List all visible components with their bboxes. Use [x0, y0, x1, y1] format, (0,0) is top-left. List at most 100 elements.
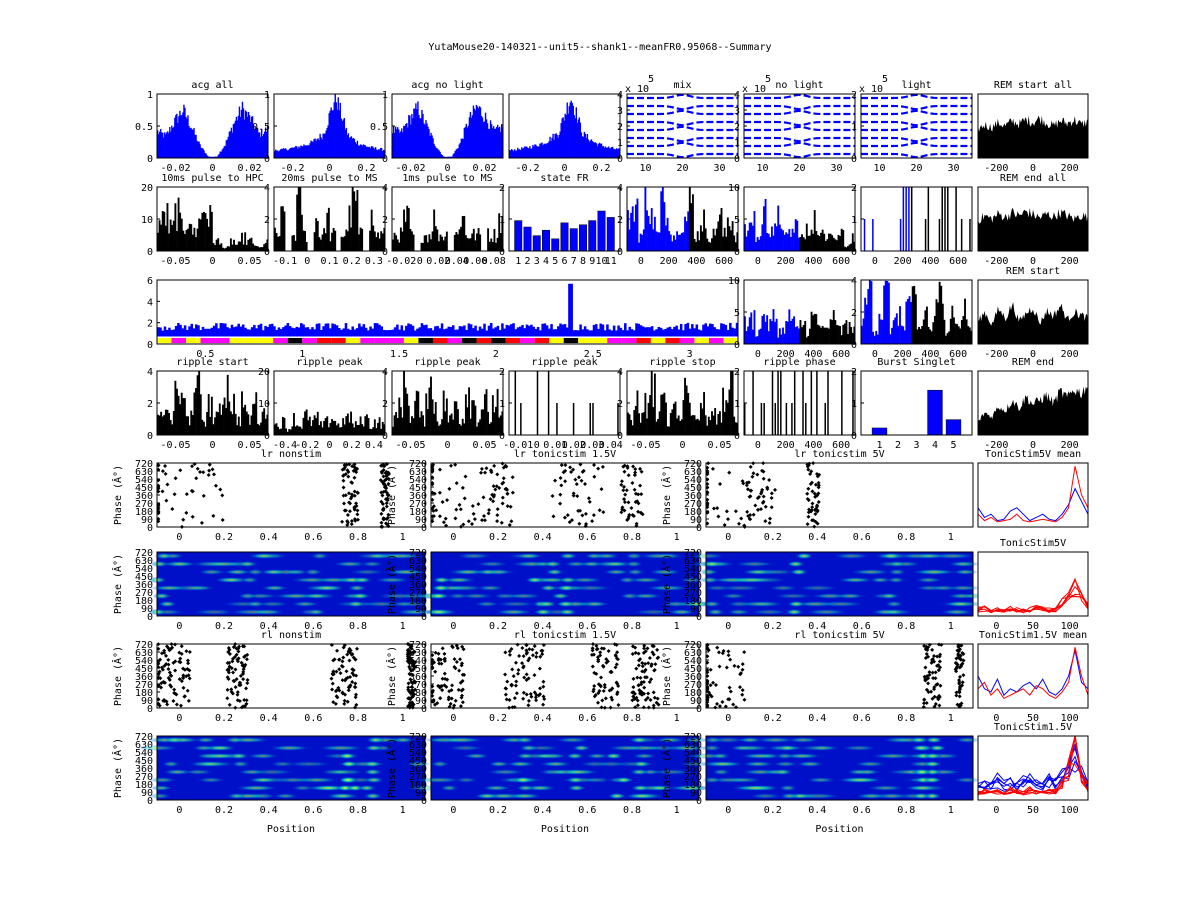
heatmap-blob: [506, 553, 546, 559]
x-tick-label: 200: [1061, 256, 1079, 267]
bar: [196, 140, 198, 158]
bar: [608, 147, 611, 158]
scatter-point: [649, 677, 654, 682]
bar: [433, 143, 435, 158]
scatter-point: [354, 673, 359, 678]
bar: [204, 213, 207, 251]
line-series-red: [977, 466, 1089, 523]
scatter-point: [213, 483, 218, 488]
axes-title: lr tonicstim 5V: [794, 449, 884, 460]
bar: [431, 231, 434, 251]
bar: [520, 403, 522, 435]
bar: [358, 323, 361, 337]
x-tick-label: 0.4: [534, 713, 552, 724]
scatter-point: [170, 507, 175, 512]
heatmap-blob: [268, 745, 311, 751]
scatter-point: [354, 501, 359, 506]
scatter-point: [598, 653, 603, 658]
bar: [454, 151, 456, 158]
scatter-point: [937, 694, 942, 699]
scatter-point: [162, 698, 167, 703]
scatter-point: [630, 513, 635, 518]
scatter-point: [717, 664, 722, 669]
bar: [964, 298, 966, 344]
bar: [725, 400, 728, 435]
scatter-point: [538, 692, 543, 697]
x-tick-label: 0.2: [489, 805, 507, 816]
bar: [873, 335, 876, 344]
state-strip: [244, 337, 259, 344]
bar: [561, 324, 564, 337]
bar: [444, 156, 446, 158]
scatter-point: [470, 503, 475, 508]
scatter-point: [385, 522, 390, 527]
bar: [256, 127, 259, 158]
scatter-point: [497, 485, 502, 490]
scatter-point: [218, 487, 223, 492]
scatter-point: [184, 492, 189, 497]
bar: [345, 229, 348, 251]
bar: [239, 426, 242, 435]
bar: [730, 371, 732, 435]
bar: [530, 324, 533, 337]
bar: [554, 329, 558, 337]
heatmap-blob: [556, 584, 576, 592]
bar: [823, 327, 826, 344]
bar: [668, 426, 671, 435]
scatter-point: [163, 464, 168, 469]
x-tick-label: 600: [832, 349, 850, 360]
x-tick-label: 200: [777, 349, 795, 360]
bar: [319, 421, 322, 435]
scatter-point: [187, 649, 192, 654]
bar: [239, 241, 242, 251]
bar: [630, 329, 634, 337]
chart-lr-tonic-5v: lr tonicstim 5V0901802703604505406307200…: [660, 449, 974, 543]
heatmap-blob: [205, 745, 237, 751]
heatmap-blob: [503, 593, 543, 599]
state-strip: [200, 337, 216, 344]
x-tick-label: 1: [674, 532, 680, 543]
bar: [682, 232, 685, 251]
scatter-point: [583, 511, 588, 516]
scatter-point: [924, 652, 929, 657]
bar: [499, 415, 502, 435]
bar: [780, 334, 783, 344]
scatter-point: [929, 689, 934, 694]
state-strip: [534, 337, 550, 344]
bar: [481, 117, 484, 158]
bar: [690, 415, 693, 435]
bar: [695, 419, 698, 435]
bar: [770, 226, 773, 251]
bar: [412, 234, 415, 251]
bar: [168, 233, 170, 251]
heatmap-blob: [196, 761, 227, 767]
scatter-point: [352, 493, 357, 498]
bar: [218, 403, 221, 435]
heatmap-blob: [551, 592, 570, 600]
bar: [333, 324, 337, 337]
bar: [761, 315, 764, 344]
bar: [655, 421, 658, 435]
scatter-point: [622, 463, 627, 468]
plot-area: [978, 208, 1088, 251]
bar: [431, 399, 434, 435]
bar: [214, 245, 216, 251]
scatter-point: [558, 501, 563, 506]
bar: [414, 400, 417, 435]
heatmap-blob: [229, 752, 249, 760]
scatter-point: [727, 697, 732, 702]
bar: [226, 327, 229, 337]
bar: [487, 228, 490, 251]
scatter-point: [440, 499, 445, 504]
x-tick-label: 1: [674, 805, 680, 816]
x-tick-label: 0.4: [260, 532, 278, 543]
bar: [852, 371, 854, 435]
heatmap-blob: [733, 561, 776, 567]
axes-frame: [391, 370, 504, 436]
bar: [868, 280, 871, 344]
heatmap-blob: [804, 609, 849, 615]
heatmap-blob: [543, 560, 563, 568]
plot-area: [744, 93, 855, 159]
bar: [628, 414, 631, 435]
